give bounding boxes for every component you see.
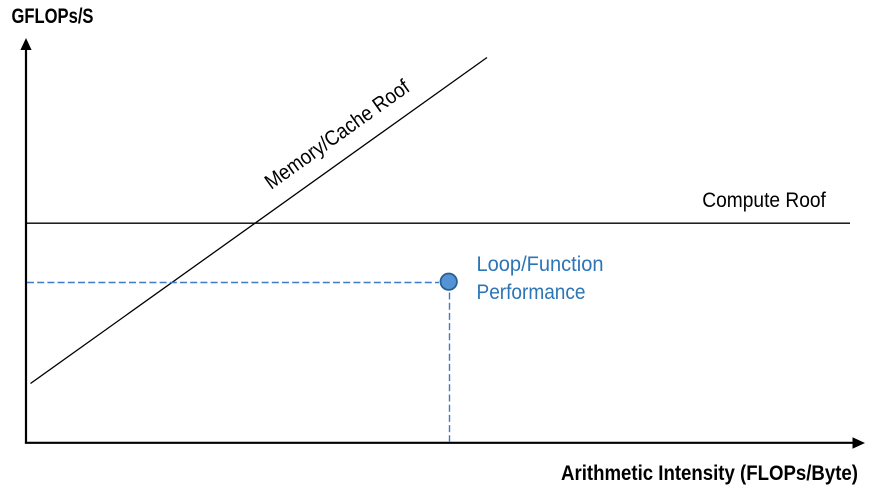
svg-text:Compute Roof: Compute Roof (702, 188, 826, 212)
svg-text:Loop/Function: Loop/Function (477, 253, 604, 276)
svg-text:Arithmetic Intensity (FLOPs/By: Arithmetic Intensity (FLOPs/Byte) (561, 462, 858, 485)
svg-text:Performance: Performance (477, 281, 586, 304)
svg-text:GFLOPs/S: GFLOPs/S (12, 5, 94, 28)
